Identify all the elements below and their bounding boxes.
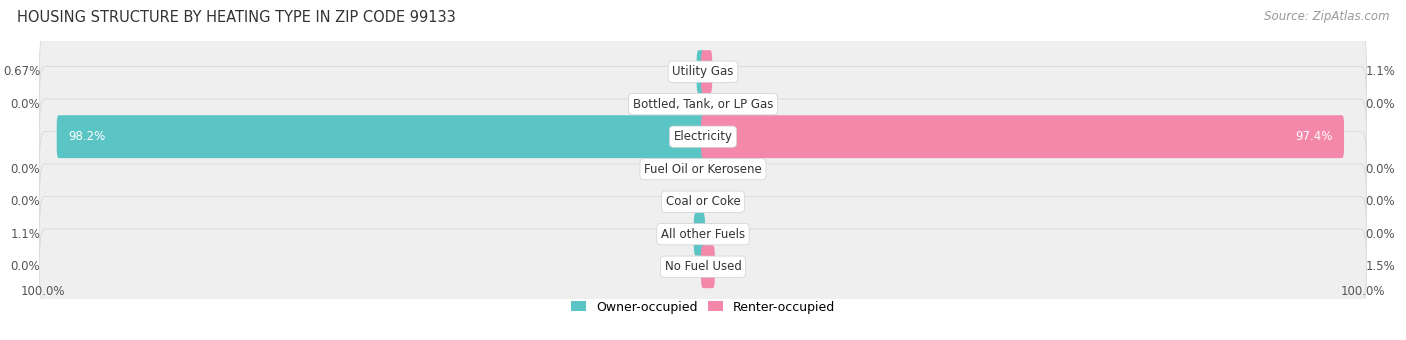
Text: All other Fuels: All other Fuels xyxy=(661,228,745,241)
FancyBboxPatch shape xyxy=(702,245,714,288)
Text: 0.67%: 0.67% xyxy=(3,65,41,78)
Text: Coal or Coke: Coal or Coke xyxy=(665,195,741,208)
Text: 100.0%: 100.0% xyxy=(1341,285,1385,298)
Text: Bottled, Tank, or LP Gas: Bottled, Tank, or LP Gas xyxy=(633,98,773,111)
FancyBboxPatch shape xyxy=(56,115,704,158)
Legend: Owner-occupied, Renter-occupied: Owner-occupied, Renter-occupied xyxy=(571,301,835,313)
FancyBboxPatch shape xyxy=(39,197,1367,272)
FancyBboxPatch shape xyxy=(39,229,1367,304)
FancyBboxPatch shape xyxy=(702,115,1344,158)
Text: Utility Gas: Utility Gas xyxy=(672,65,734,78)
FancyBboxPatch shape xyxy=(39,164,1367,239)
Text: 0.0%: 0.0% xyxy=(1365,98,1395,111)
Text: 0.0%: 0.0% xyxy=(11,260,41,273)
Text: Fuel Oil or Kerosene: Fuel Oil or Kerosene xyxy=(644,163,762,176)
Text: 0.0%: 0.0% xyxy=(1365,163,1395,176)
Text: Electricity: Electricity xyxy=(673,130,733,143)
Text: 1.5%: 1.5% xyxy=(1365,260,1395,273)
Text: 0.0%: 0.0% xyxy=(1365,195,1395,208)
Text: 0.0%: 0.0% xyxy=(1365,228,1395,241)
FancyBboxPatch shape xyxy=(39,34,1367,109)
Text: 1.1%: 1.1% xyxy=(1365,65,1396,78)
FancyBboxPatch shape xyxy=(693,213,704,256)
Text: 1.1%: 1.1% xyxy=(10,228,41,241)
FancyBboxPatch shape xyxy=(39,132,1367,207)
Text: 0.0%: 0.0% xyxy=(11,195,41,208)
Text: 98.2%: 98.2% xyxy=(69,130,105,143)
Text: 97.4%: 97.4% xyxy=(1295,130,1333,143)
FancyBboxPatch shape xyxy=(702,50,713,93)
Text: No Fuel Used: No Fuel Used xyxy=(665,260,741,273)
FancyBboxPatch shape xyxy=(39,99,1367,174)
Text: 0.0%: 0.0% xyxy=(11,163,41,176)
FancyBboxPatch shape xyxy=(696,50,704,93)
Text: Source: ZipAtlas.com: Source: ZipAtlas.com xyxy=(1264,10,1389,23)
FancyBboxPatch shape xyxy=(39,67,1367,142)
Text: 0.0%: 0.0% xyxy=(11,98,41,111)
Text: HOUSING STRUCTURE BY HEATING TYPE IN ZIP CODE 99133: HOUSING STRUCTURE BY HEATING TYPE IN ZIP… xyxy=(17,10,456,25)
Text: 100.0%: 100.0% xyxy=(21,285,65,298)
